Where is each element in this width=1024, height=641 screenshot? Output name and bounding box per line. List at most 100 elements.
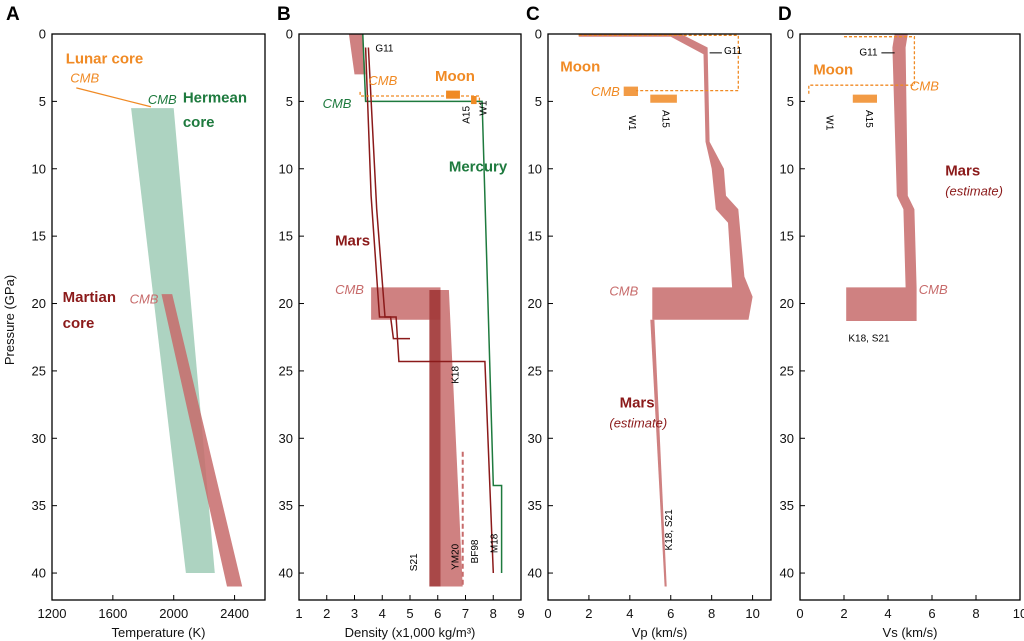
x-tick-label: 8 bbox=[972, 606, 979, 621]
data-area bbox=[846, 34, 917, 321]
annotation-cmb_m: CMB bbox=[335, 282, 364, 297]
y-tick-label: 10 bbox=[780, 161, 794, 176]
annotation-w1: W1 bbox=[626, 115, 637, 130]
annotation-s21: S21 bbox=[409, 553, 420, 571]
x-axis-label: Density (x1,000 kg/m³) bbox=[345, 625, 476, 640]
x-tick-label: 4 bbox=[379, 606, 386, 621]
panel-d: D 0 5 10 15 20 25 30 35 40 0 2 4 6 8 10 Vs (km/s) G11 Moon… bbox=[778, 4, 1024, 640]
y-tick-label: 15 bbox=[528, 229, 542, 244]
x-tick-label: 7 bbox=[462, 606, 469, 621]
annotation-mart_core2: core bbox=[63, 315, 95, 332]
y-axis-label: Pressure (GPa) bbox=[2, 275, 17, 365]
y-tick-label: 35 bbox=[528, 498, 542, 513]
annotation-cmb_g: CMB bbox=[323, 96, 352, 111]
series-line bbox=[76, 87, 152, 108]
series-line bbox=[362, 33, 503, 573]
y-tick-label: 15 bbox=[279, 229, 293, 244]
annotation-ym20: YM20 bbox=[451, 543, 462, 570]
y-tick-label: 5 bbox=[39, 94, 46, 109]
x-axis-label: Vp (km/s) bbox=[632, 625, 688, 640]
x-tick-label: 2000 bbox=[159, 606, 188, 621]
y-tick-label: 15 bbox=[32, 229, 46, 244]
y-tick-label: 40 bbox=[780, 566, 794, 581]
y-tick-label: 10 bbox=[279, 161, 293, 176]
y-tick-label: 25 bbox=[32, 363, 46, 378]
y-tick-label: 35 bbox=[279, 498, 293, 513]
y-tick-label: 15 bbox=[780, 229, 794, 244]
x-tick-label: 4 bbox=[884, 606, 891, 621]
annotation-g11: G11 bbox=[724, 46, 743, 57]
x-tick-label: 6 bbox=[667, 606, 674, 621]
annotation-m18: M18 bbox=[489, 533, 500, 553]
annotation-mars: Mars bbox=[335, 233, 370, 250]
plot-frame bbox=[547, 33, 772, 601]
moon-a15-block bbox=[471, 95, 477, 105]
annotation-g11: G11 bbox=[859, 48, 878, 59]
x-axis-label: Temperature (K) bbox=[112, 625, 206, 640]
x-tick-label: 2 bbox=[323, 606, 330, 621]
x-tick-label: 10 bbox=[745, 606, 759, 621]
annotation-cmb_o: CMB bbox=[591, 84, 620, 99]
annotation-herm_core1: Hermean bbox=[183, 90, 247, 107]
annotation-mars_est: (estimate) bbox=[609, 416, 667, 431]
x-tick-label: 6 bbox=[434, 606, 441, 621]
y-tick-label: 40 bbox=[279, 566, 293, 581]
annotation-mart_cmb: CMB bbox=[130, 292, 159, 307]
moon-profile bbox=[578, 34, 739, 92]
data-area bbox=[578, 34, 753, 320]
x-tick-label: 6 bbox=[928, 606, 935, 621]
panel-c: C 0 5 10 15 20 25 30 35 40 0 2 4 6 8 10 Vp (km/s) G11 Moon… bbox=[526, 4, 772, 640]
y-tick-label: 25 bbox=[279, 363, 293, 378]
annotation-mart_core1: Martian bbox=[63, 289, 116, 306]
x-tick-label: 1600 bbox=[98, 606, 127, 621]
x-tick-label: 8 bbox=[708, 606, 715, 621]
data-area bbox=[650, 94, 677, 103]
x-axis-label: Vs (km/s) bbox=[883, 625, 938, 640]
panel-label: C bbox=[526, 4, 540, 25]
y-tick-label: 20 bbox=[528, 296, 542, 311]
y-tick-label: 30 bbox=[32, 431, 46, 446]
y-tick-label: 0 bbox=[787, 27, 794, 42]
y-tick-label: 0 bbox=[39, 27, 46, 42]
panel-label: B bbox=[277, 4, 291, 25]
x-tick-label: 9 bbox=[517, 606, 524, 621]
annotation-mercury: Mercury bbox=[449, 158, 508, 175]
y-tick-label: 5 bbox=[787, 94, 794, 109]
y-tick-label: 20 bbox=[780, 296, 794, 311]
annotation-w1: W1 bbox=[478, 100, 489, 115]
x-tick-label: 0 bbox=[796, 606, 803, 621]
x-tick-label: 2 bbox=[840, 606, 847, 621]
y-tick-label: 20 bbox=[279, 296, 293, 311]
x-tick-label: 0 bbox=[544, 606, 551, 621]
x-tick-label: 5 bbox=[406, 606, 413, 621]
moon-profile bbox=[359, 91, 481, 105]
x-tick-label: 10 bbox=[1013, 606, 1024, 621]
moon-profile bbox=[808, 36, 916, 95]
y-tick-label: 10 bbox=[528, 161, 542, 176]
annotation-k18s21: K18, S21 bbox=[848, 333, 890, 344]
data-area bbox=[348, 34, 366, 75]
panel-b: B 0 5 10 15 20 25 30 35 40 1 2 3 4 5 6 7 8 9 Density (x1,00… bbox=[277, 4, 525, 640]
panel-a: A 0 5 10 15 20 25 30 35 40 1200 1600 2000 2400 Tempera… bbox=[6, 4, 266, 640]
y-tick-label: 30 bbox=[528, 431, 542, 446]
plot-frame bbox=[799, 33, 1021, 601]
y-tick-label: 20 bbox=[32, 296, 46, 311]
y-tick-label: 5 bbox=[535, 94, 542, 109]
y-tick-label: 40 bbox=[32, 566, 46, 581]
y-tick-label: 35 bbox=[780, 498, 794, 513]
annotation-lunar_cmb: CMB bbox=[70, 71, 99, 86]
series-area bbox=[161, 294, 243, 587]
y-tick-label: 30 bbox=[780, 431, 794, 446]
y-tick-label: 25 bbox=[780, 363, 794, 378]
annotation-mars: Mars bbox=[620, 394, 655, 411]
y-tick-label: 0 bbox=[535, 27, 542, 42]
x-tick-label: 8 bbox=[490, 606, 497, 621]
y-tick-label: 10 bbox=[32, 161, 46, 176]
y-tick-label: 5 bbox=[286, 94, 293, 109]
annotation-a15: A15 bbox=[462, 106, 473, 124]
annotation-cmb_o: CMB bbox=[910, 79, 939, 94]
plot-frame bbox=[51, 33, 266, 601]
annotation-w1: W1 bbox=[823, 115, 834, 130]
moon-w1-block bbox=[446, 90, 460, 99]
